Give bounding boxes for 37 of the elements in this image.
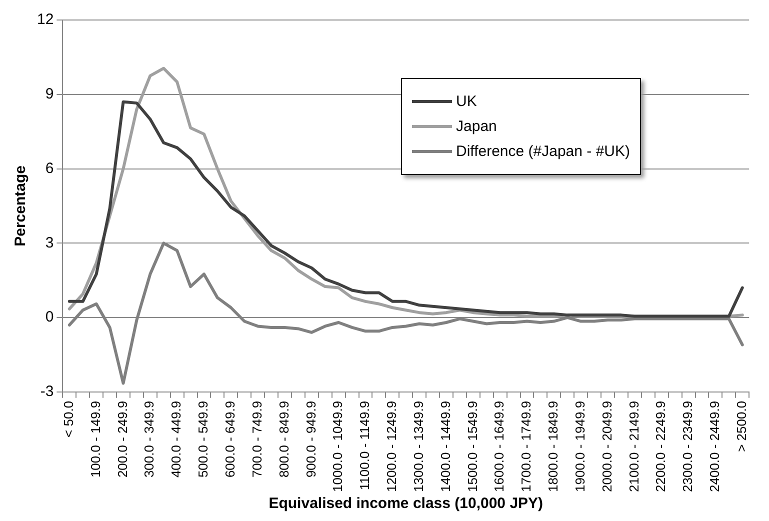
x-tick-label: 1500.0 - 1549.9 <box>464 400 480 492</box>
x-tick-label: 2000.0 - 2049.9 <box>599 400 614 492</box>
legend-label: Difference (#Japan - #UK) <box>456 143 630 160</box>
x-tick-label: 2300.0 - 2349.9 <box>680 400 696 492</box>
y-axis-title: Percentage <box>12 166 30 246</box>
x-tick-label: 700.0 - 749.9 <box>249 400 264 478</box>
x-tick-label: 500.0 - 549.9 <box>196 400 211 478</box>
x-tick-label: 1800.0 - 1849.9 <box>546 400 561 492</box>
legend-label: UK <box>456 93 477 110</box>
x-tick-label: 2100.0 - 2149.9 <box>626 400 642 492</box>
legend-label: Japan <box>456 118 497 135</box>
x-tick-label: 1100.0 - 1149.9 <box>357 400 372 490</box>
x-tick-label: 400.0 - 449.9 <box>168 400 184 478</box>
y-tick-label: 6 <box>45 160 54 177</box>
x-tick-label: < 50.0 <box>60 400 76 438</box>
x-tick-label: 1700.0 - 1749.9 <box>518 400 534 492</box>
x-axis-title: Equivalised income class (10,000 JPY) <box>268 495 544 512</box>
y-tick-label: 0 <box>45 308 54 326</box>
x-tick-label: 1600.0 - 1649.9 <box>492 400 507 492</box>
x-tick-label: 300.0 - 349.9 <box>142 400 157 478</box>
x-tick-label: 1900.0 - 1949.9 <box>572 400 588 492</box>
y-tick-label: -3 <box>40 383 54 400</box>
x-tick-label: 100.0 - 149.9 <box>88 400 103 478</box>
x-tick-label: 1300.0 - 1349.9 <box>410 400 426 492</box>
x-tick-label: 800.0 - 849.9 <box>276 400 292 478</box>
x-tick-label: 600.0 - 649.9 <box>222 400 238 478</box>
y-tick-label: 3 <box>45 234 54 252</box>
y-tick-label: 12 <box>36 11 54 28</box>
x-tick-label: 1400.0 - 1449.9 <box>438 400 453 492</box>
x-tick-label: 200.0 - 249.9 <box>114 400 130 478</box>
x-tick-label: 2400.0 - 2449.9 <box>707 400 722 492</box>
x-tick-label: 2200.0 - 2249.9 <box>653 400 668 492</box>
x-tick-label: 1000.0 - 1049.9 <box>330 400 346 492</box>
x-tick-label: 1200.0 - 1249.9 <box>384 400 400 492</box>
x-tick-label: > 2500.0 <box>734 400 749 452</box>
y-tick-label: 9 <box>45 86 54 103</box>
x-tick-label: 900.0 - 949.9 <box>303 400 318 478</box>
